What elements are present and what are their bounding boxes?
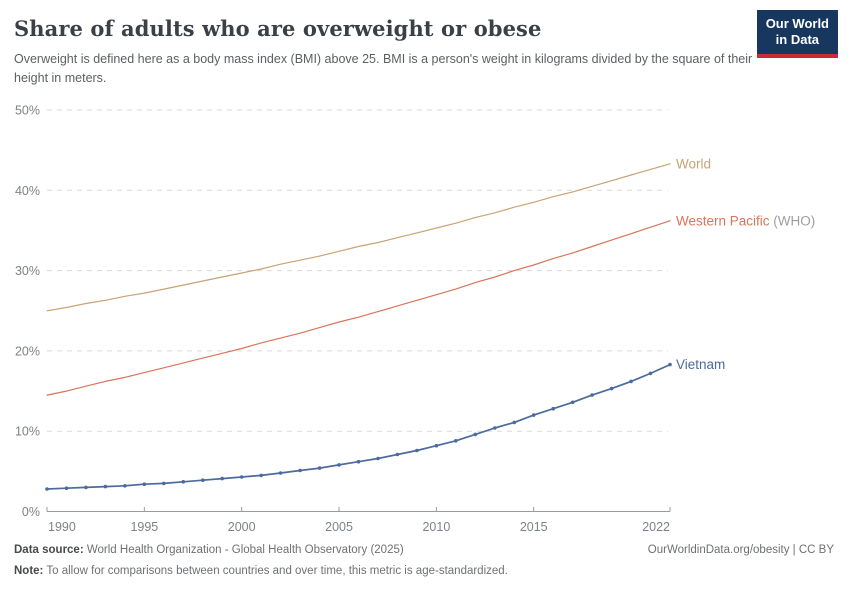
series-point-vietnam: [298, 468, 302, 473]
x-tick-label: 2015: [520, 520, 548, 534]
series-point-vietnam: [259, 473, 264, 478]
series-point-vietnam: [531, 413, 536, 417]
series-point-vietnam: [590, 393, 594, 397]
series-point-vietnam: [609, 386, 614, 391]
series-point-vietnam: [629, 379, 633, 384]
footer-link[interactable]: OurWorldinData.org/obesity | CC BY: [647, 544, 834, 556]
data-source-label: Data source:: [14, 544, 84, 556]
series-point-vietnam: [103, 484, 108, 489]
chart-subtitle: Overweight is defined here as a body mas…: [14, 52, 753, 85]
series-point-vietnam: [356, 459, 361, 464]
y-tick-label: 10%: [15, 425, 40, 439]
x-tick-label: 2022: [642, 520, 670, 534]
chart-footer: Data source: World Health Organization -…: [14, 544, 834, 577]
series-point-vietnam: [493, 426, 497, 430]
note-label: Note:: [14, 565, 44, 577]
series-point-vietnam: [648, 371, 653, 376]
page-title: Share of adults who are overweight or ob…: [14, 16, 542, 41]
series-point-vietnam: [45, 487, 49, 491]
series-point-vietnam: [142, 482, 147, 487]
x-tick-label: 1995: [130, 520, 158, 534]
series-point-vietnam: [84, 485, 88, 490]
series-line-vietnam[interactable]: [46, 363, 671, 490]
series-point-vietnam: [123, 484, 127, 488]
y-tick-label: 40%: [15, 184, 40, 198]
series-point-vietnam: [220, 476, 224, 481]
series-point-vietnam: [434, 443, 439, 448]
series-line-western-pacific[interactable]: [46, 220, 671, 396]
series-line-world[interactable]: [46, 163, 671, 312]
data-source-text: World Health Organization - Global Healt…: [83, 544, 404, 556]
series-point-vietnam: [395, 452, 400, 457]
series-point-vietnam: [473, 432, 478, 437]
series-point-vietnam: [570, 400, 575, 405]
series-point-vietnam: [337, 463, 341, 467]
series-point-vietnam: [376, 456, 380, 461]
series-point-vietnam: [415, 448, 419, 453]
series-label-western-pacific[interactable]: Western Pacific (WHO): [676, 213, 815, 228]
y-tick-label: 0%: [22, 505, 40, 519]
series-point-vietnam: [454, 439, 458, 443]
series-point-vietnam: [239, 475, 244, 479]
series-point-vietnam: [201, 478, 205, 483]
series-point-vietnam: [551, 406, 555, 411]
series-point-vietnam: [64, 486, 69, 491]
series-point-vietnam: [668, 362, 672, 367]
note-line: Note: To allow for comparisons between c…: [14, 565, 834, 577]
series-point-vietnam: [181, 480, 186, 484]
y-tick-label: 20%: [15, 344, 40, 358]
series-point-vietnam: [162, 481, 166, 486]
owid-logo[interactable]: Our World in Data: [756, 10, 838, 58]
data-source-line: Data source: World Health Organization -…: [14, 544, 404, 556]
x-tick-label: 2010: [422, 520, 450, 534]
series-label-vietnam[interactable]: Vietnam: [676, 357, 725, 372]
chart-canvas: 0% 10% 20% 30% 40% 50% 1990 1995 2000 2005 2010 201…: [15, 104, 815, 535]
series-point-vietnam: [278, 471, 283, 475]
note-text: To allow for comparisons between countri…: [43, 565, 508, 577]
logo-line-1: Our World: [765, 16, 829, 31]
series-point-vietnam: [512, 420, 517, 425]
x-tick-label: 1990: [48, 520, 76, 534]
y-tick-label: 50%: [15, 104, 40, 118]
series-point-vietnam: [317, 466, 322, 470]
chart-header: Share of adults who are overweight or ob…: [14, 10, 838, 58]
logo-line-2: in Data: [775, 32, 820, 48]
series-label-world[interactable]: World: [676, 156, 711, 171]
x-tick-label: 2005: [325, 520, 353, 534]
y-tick-label: 30%: [15, 264, 40, 278]
x-tick-label: 2000: [228, 520, 256, 534]
